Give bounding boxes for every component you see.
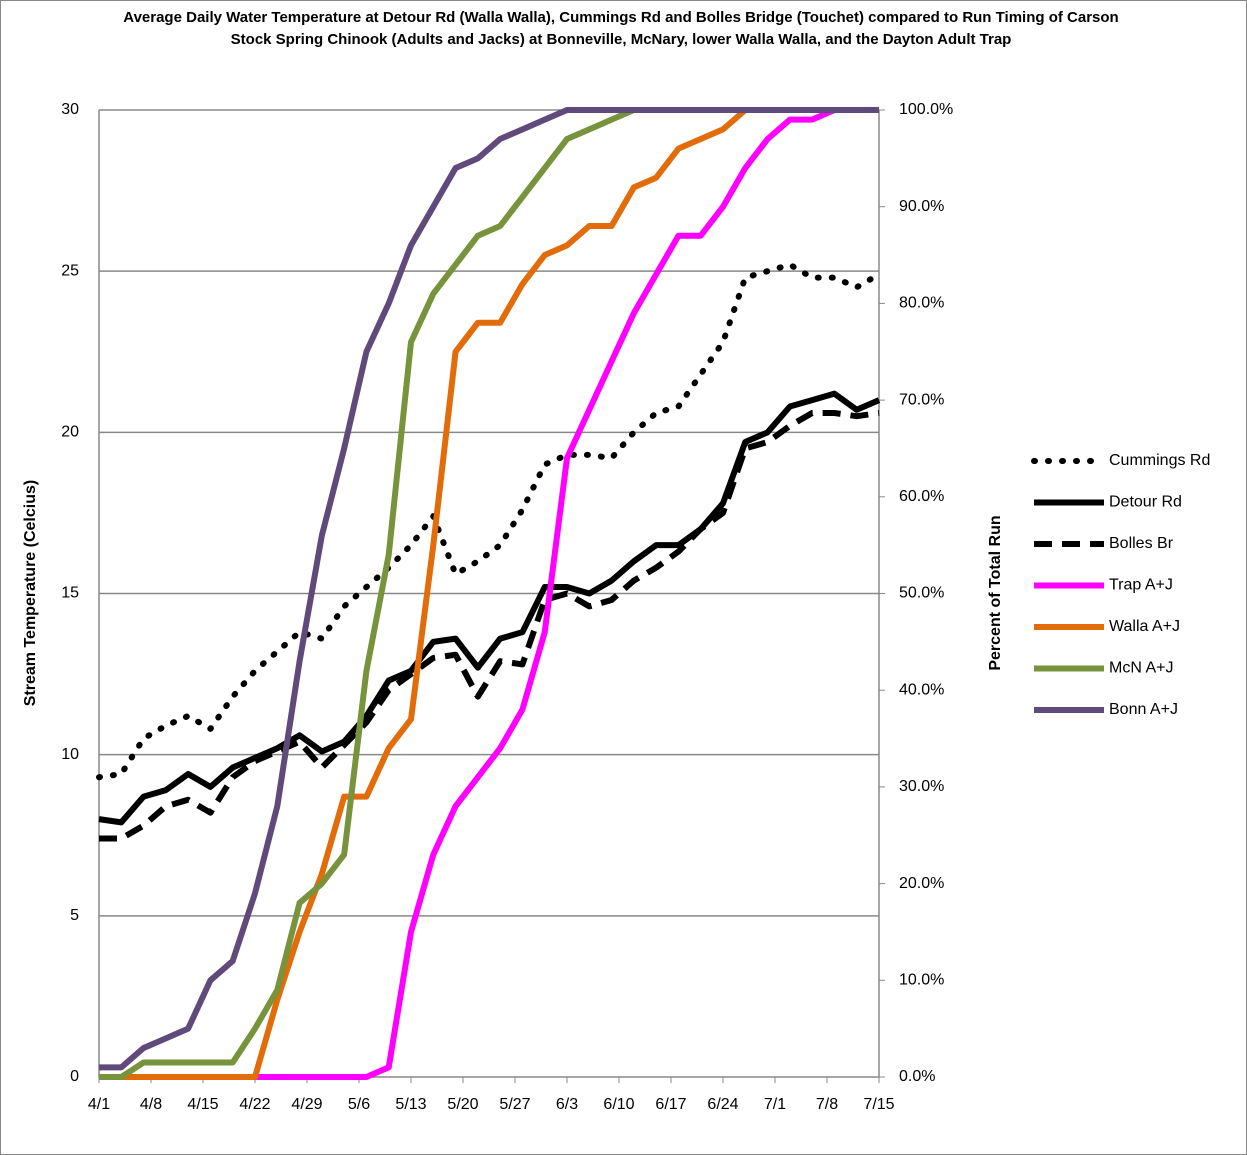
y2-tick-label: 10.0% [899, 972, 944, 989]
chart-title: Average Daily Water Temperature at Detou… [123, 9, 1119, 48]
x-tick-label: 6/10 [603, 1096, 634, 1113]
series-line [99, 409, 880, 842]
x-tick-label: 7/8 [816, 1096, 838, 1113]
y2-tick-label: 20.0% [899, 875, 944, 892]
y2-axis-label: Percent of Total Run [987, 515, 1004, 670]
y-tick-label: 25 [61, 262, 79, 279]
x-tick-label: 5/20 [447, 1096, 478, 1113]
x-tick-label: 5/6 [348, 1096, 370, 1113]
x-tick-label: 4/22 [239, 1096, 270, 1113]
y2-tick-label: 90.0% [899, 198, 944, 215]
legend-label: Detour Rd [1109, 494, 1182, 511]
y2-tick-label: 40.0% [899, 681, 944, 698]
legend-label: Walla A+J [1109, 618, 1180, 635]
y2-tick-label: 30.0% [899, 778, 944, 795]
x-tick-label: 5/27 [499, 1096, 530, 1113]
y2-tick-label: 100.0% [899, 101, 953, 118]
x-tick-label: 4/1 [88, 1096, 110, 1113]
y2-tick-label: 80.0% [899, 295, 944, 312]
series-line [99, 107, 879, 1071]
y-tick-label: 30 [61, 101, 79, 118]
series-line [96, 261, 882, 781]
y2-tick-label: 60.0% [899, 488, 944, 505]
x-tick-label: 7/1 [764, 1096, 786, 1113]
y-axis-label: Stream Temperature (Celcius) [22, 480, 39, 706]
y-tick-label: 5 [70, 907, 79, 924]
x-tick-label: 6/24 [707, 1096, 738, 1113]
legend-label: McN A+J [1109, 660, 1173, 677]
legend-label: Bolles Br [1109, 535, 1174, 552]
legend-label: Bonn A+J [1109, 701, 1178, 718]
x-tick-label: 7/15 [863, 1096, 894, 1113]
y2-tick-label: 0.0% [899, 1068, 935, 1085]
y-tick-label: 0 [70, 1068, 79, 1085]
legend-label: Trap A+J [1109, 577, 1173, 594]
x-tick-label: 5/13 [395, 1096, 426, 1113]
x-tick-label: 4/8 [140, 1096, 162, 1113]
x-tick-label: 6/3 [556, 1096, 578, 1113]
y-tick-label: 20 [61, 424, 79, 441]
series-line [98, 390, 881, 826]
y2-tick-label: 50.0% [899, 585, 944, 602]
x-tick-label: 4/15 [187, 1096, 218, 1113]
y-tick-label: 15 [61, 585, 79, 602]
x-tick-label: 4/29 [291, 1096, 322, 1113]
y-tick-label: 10 [61, 746, 79, 763]
legend-label: Cummings Rd [1109, 452, 1210, 469]
y2-tick-label: 70.0% [899, 391, 944, 408]
x-tick-label: 6/17 [655, 1096, 686, 1113]
